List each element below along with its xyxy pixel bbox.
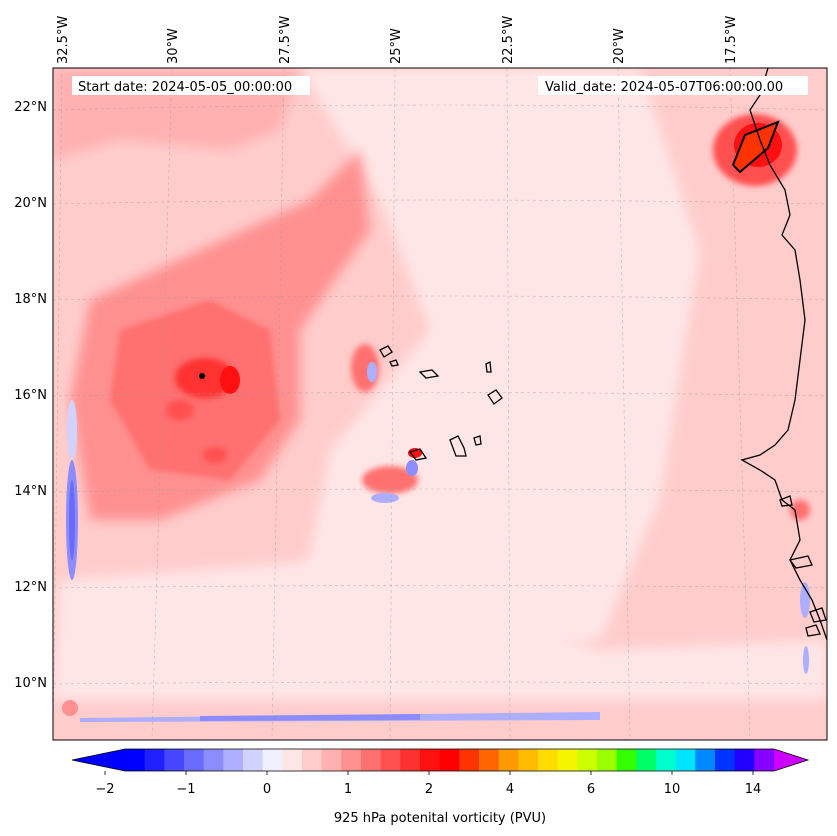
valid-date-text: Valid_date: 2024-05-07T06:00:00.00 <box>545 80 783 95</box>
colorbar-segment <box>597 749 618 771</box>
lon-label: 17.5°W <box>724 16 739 64</box>
lon-label: 22.5°W <box>501 16 516 64</box>
coastlines <box>379 68 827 641</box>
colorbar-segment <box>656 749 677 771</box>
lon-label: 20°W <box>612 28 627 64</box>
colorbar-segment <box>321 749 342 771</box>
colorbar-segment <box>400 749 421 771</box>
colorbar-extend-low <box>72 749 125 771</box>
colorbar-segment <box>302 749 323 771</box>
colorbar-segment <box>164 749 185 771</box>
pv-field <box>53 68 827 740</box>
lat-label: 18°N <box>14 292 47 307</box>
colorbar-segment <box>538 749 559 771</box>
map-frame <box>52 67 828 741</box>
lon-label: 30°W <box>166 28 181 64</box>
colorbar-tick-label: 6 <box>587 782 595 797</box>
colorbar-segment <box>695 749 716 771</box>
colorbar-ticks: −2 −1 0 1 2 4 6 10 14 <box>95 782 761 797</box>
colorbar <box>71 748 810 775</box>
colorbar-segment <box>715 749 736 771</box>
colorbar-segment <box>577 749 598 771</box>
colorbar-segment <box>341 749 362 771</box>
colorbar-segment <box>144 749 165 771</box>
colorbar-extend-high <box>774 749 808 771</box>
lat-label: 14°N <box>14 484 47 499</box>
colorbar-segment <box>184 749 205 771</box>
lon-label: 32.5°W <box>56 16 71 64</box>
colorbar-segment <box>262 749 283 771</box>
gridlines <box>53 68 827 740</box>
colorbar-segment <box>439 749 460 771</box>
valid-date-box <box>538 76 808 95</box>
lon-label: 25°W <box>389 28 404 64</box>
colorbar-segment <box>754 749 775 771</box>
colorbar-segment <box>420 749 441 771</box>
colorbar-outline <box>71 748 810 772</box>
lat-label: 12°N <box>14 580 47 595</box>
colorbar-tick-label: −1 <box>176 782 195 797</box>
colorbar-segment <box>498 749 519 771</box>
colorbar-segment <box>125 749 146 771</box>
lat-labels: 22°N 20°N 18°N 16°N 14°N 12°N 10°N <box>14 100 47 691</box>
colorbar-segment <box>675 749 696 771</box>
start-date-box <box>72 76 310 95</box>
lon-labels: 32.5°W 30°W 27.5°W 25°W 22.5°W 20°W 17.5… <box>56 16 739 64</box>
colorbar-segment <box>636 749 657 771</box>
colorbar-segment <box>243 749 264 771</box>
colorbar-segment <box>361 749 382 771</box>
colorbar-segment <box>734 749 755 771</box>
colorbar-tick-label: 2 <box>425 782 433 797</box>
colorbar-segment <box>557 749 578 771</box>
colorbar-segment <box>616 749 637 771</box>
lon-label: 27.5°W <box>278 16 293 64</box>
lat-label: 10°N <box>14 676 47 691</box>
colorbar-segment <box>380 749 401 771</box>
colorbar-tick-label: −2 <box>95 782 114 797</box>
colorbar-tick-label: 10 <box>664 782 681 797</box>
colorbar-segment <box>518 749 539 771</box>
colorbar-tick-label: 4 <box>506 782 514 797</box>
colorbar-label: 925 hPa potenital vorticity (PVU) <box>334 811 546 826</box>
colorbar-tick-label: 14 <box>745 782 762 797</box>
colorbar-segment <box>282 749 303 771</box>
colorbar-segment <box>479 749 500 771</box>
colorbar-tick-label: 1 <box>344 782 352 797</box>
lat-label: 22°N <box>14 100 47 115</box>
start-date-text: Start date: 2024-05-05_00:00:00 <box>78 80 292 95</box>
lat-label: 20°N <box>14 196 47 211</box>
colorbar-tick-label: 0 <box>263 782 271 797</box>
colorbar-segment <box>459 749 480 771</box>
colorbar-segment <box>223 749 244 771</box>
colorbar-segment <box>203 749 224 771</box>
lat-label: 16°N <box>14 388 47 403</box>
